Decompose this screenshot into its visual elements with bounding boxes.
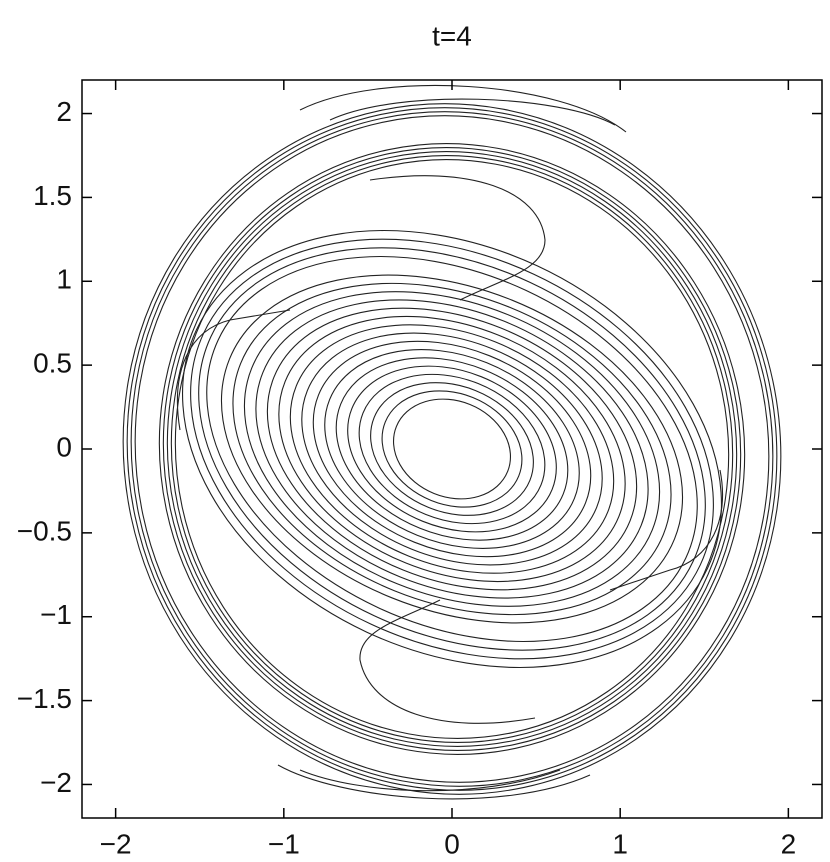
y-tick-label: −2 xyxy=(40,767,72,798)
contour-line xyxy=(130,111,774,787)
contour-line xyxy=(324,349,580,549)
contour-line xyxy=(609,469,724,591)
contour-line xyxy=(370,382,534,516)
contour-line xyxy=(312,340,592,558)
contour-line xyxy=(190,238,714,660)
contour-line xyxy=(289,324,615,574)
y-tick-label: 2 xyxy=(56,96,72,127)
chart-title: t=4 xyxy=(432,20,472,51)
y-tick-label: 0 xyxy=(56,431,72,462)
contour-line xyxy=(126,107,778,791)
contour-line xyxy=(278,315,626,583)
contour-line xyxy=(255,299,649,599)
contour-line xyxy=(198,247,706,651)
contour-line xyxy=(158,143,746,755)
contour-line xyxy=(134,115,770,783)
contour-line xyxy=(243,291,661,607)
contour-line xyxy=(232,282,672,616)
contour-line xyxy=(299,769,561,792)
contour-line xyxy=(299,84,627,133)
plot-frame xyxy=(81,79,823,819)
contour-line xyxy=(381,390,523,508)
contour-line xyxy=(174,159,730,739)
contour-line xyxy=(122,103,782,795)
contour-line xyxy=(166,151,738,747)
contour-line xyxy=(347,365,557,533)
x-tick-label: 1 xyxy=(612,828,628,859)
contour-line xyxy=(392,398,512,500)
y-tick-label: 1 xyxy=(56,264,72,295)
contour-line xyxy=(358,373,546,525)
contour-line xyxy=(329,98,616,126)
contour-line xyxy=(181,230,723,668)
contour-lines xyxy=(122,84,782,800)
contour-line xyxy=(206,255,698,643)
contour-line xyxy=(162,147,742,751)
contour-line xyxy=(335,357,569,541)
x-tick-label: −2 xyxy=(100,828,132,859)
contour-line xyxy=(277,764,591,800)
contour-line xyxy=(359,599,536,724)
y-tick-label: 0.5 xyxy=(33,348,72,379)
x-tick-label: −1 xyxy=(268,828,300,859)
contour-line xyxy=(301,332,603,566)
y-tick-label: −1 xyxy=(40,599,72,630)
y-tick-label: −0.5 xyxy=(17,515,72,546)
contour-line xyxy=(170,155,734,743)
contour-line xyxy=(266,307,638,591)
contour-line xyxy=(220,274,684,624)
y-tick-label: −1.5 xyxy=(17,683,72,714)
y-tick-label: 1.5 xyxy=(33,180,72,211)
contour-line xyxy=(176,309,291,431)
x-tick-label: 2 xyxy=(781,828,797,859)
x-tick-label: 0 xyxy=(444,828,460,859)
contour-line xyxy=(369,175,546,301)
